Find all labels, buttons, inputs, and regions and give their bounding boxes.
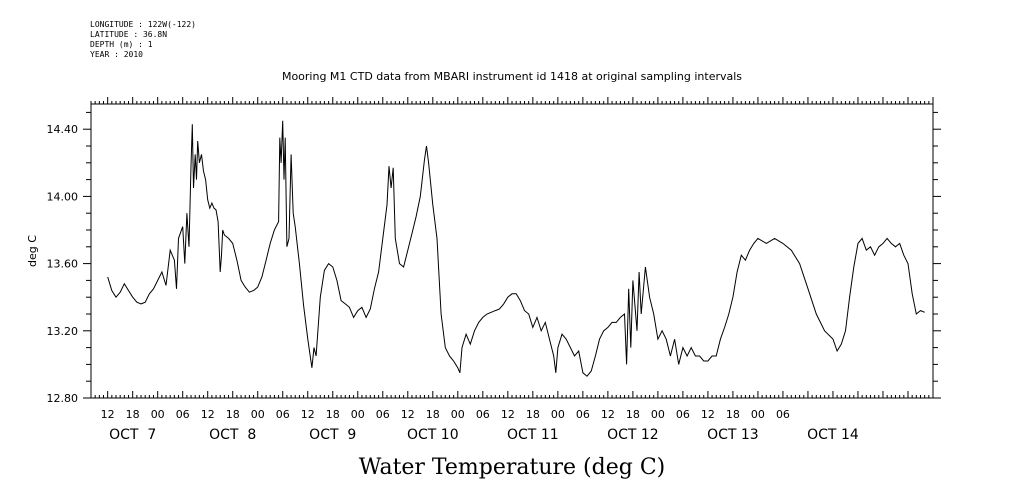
y-tick-label: 13.20 (47, 325, 79, 338)
x-day-label: OCT 14 (807, 427, 859, 443)
x-hour-label: 00 (551, 408, 565, 421)
x-hour-label: 06 (376, 408, 390, 421)
x-hour-label: 06 (476, 408, 490, 421)
x-hour-label: 18 (626, 408, 640, 421)
x-hour-labels: 12 18 00 06 12 18 00 06 12 18 00 06 12 18 00 06 12 18 00 06… (101, 408, 790, 421)
x-hour-label: 00 (751, 408, 765, 421)
meta-depth: DEPTH (m) : 1 (90, 40, 153, 49)
metadata-block: LONGITUDE : 122W(-122) LATITUDE : 36.8N … (90, 20, 196, 60)
x-day-label: OCT 11 (507, 427, 559, 443)
x-day-label: OCT 13 (707, 427, 759, 443)
x-hour-label: 06 (676, 408, 690, 421)
x-axis-label: Water Temperature (deg C) (359, 455, 666, 480)
plot-frame (90, 103, 934, 399)
x-hour-label: 00 (151, 408, 165, 421)
x-day-label: OCT 7 (109, 427, 156, 443)
x-day-labels: OCT 7 OCT 8 OCT 9 OCT 10 OCT 11 OCT 12 OCT 13 O… (109, 427, 859, 443)
x-hour-label: 18 (426, 408, 440, 421)
y-tick-label: 14.40 (47, 123, 79, 136)
x-hour-label: 00 (251, 408, 265, 421)
y-axis-label: deg C (26, 235, 39, 267)
axis-ticks (83, 97, 941, 399)
x-hour-label: 06 (776, 408, 790, 421)
y-tick-label: 12.80 (47, 392, 79, 405)
meta-year: YEAR : 2010 (90, 50, 143, 59)
x-hour-label: 00 (651, 408, 665, 421)
y-tick-label: 14.00 (47, 190, 79, 203)
chart-title: Mooring M1 CTD data from MBARI instrumen… (282, 70, 742, 83)
x-hour-label: 18 (526, 408, 540, 421)
x-day-label: OCT 8 (209, 427, 256, 443)
x-day-label: OCT 9 (309, 427, 356, 443)
x-hour-label: 12 (701, 408, 715, 421)
x-hour-label: 12 (501, 408, 515, 421)
x-hour-label: 18 (326, 408, 340, 421)
meta-longitude: LONGITUDE : 122W(-122) (90, 20, 196, 29)
y-tick-label: 13.60 (47, 258, 79, 271)
meta-latitude: LATITUDE : 36.8N (90, 30, 168, 39)
x-hour-label: 18 (726, 408, 740, 421)
x-hour-label: 12 (301, 408, 315, 421)
x-hour-label: 18 (226, 408, 240, 421)
temperature-series-line (107, 120, 925, 377)
y-tick-labels: 12.80 13.20 13.60 14.00 14.40 (47, 123, 79, 405)
x-hour-label: 12 (601, 408, 615, 421)
x-hour-label: 12 (401, 408, 415, 421)
x-day-label: OCT 12 (607, 427, 659, 443)
x-hour-label: 00 (451, 408, 465, 421)
x-hour-label: 06 (576, 408, 590, 421)
x-hour-label: 12 (201, 408, 215, 421)
x-hour-label: 00 (351, 408, 365, 421)
x-hour-label: 12 (101, 408, 115, 421)
x-hour-label: 06 (276, 408, 290, 421)
x-hour-label: 18 (126, 408, 140, 421)
x-day-label: OCT 10 (407, 427, 459, 443)
x-hour-label: 06 (176, 408, 190, 421)
